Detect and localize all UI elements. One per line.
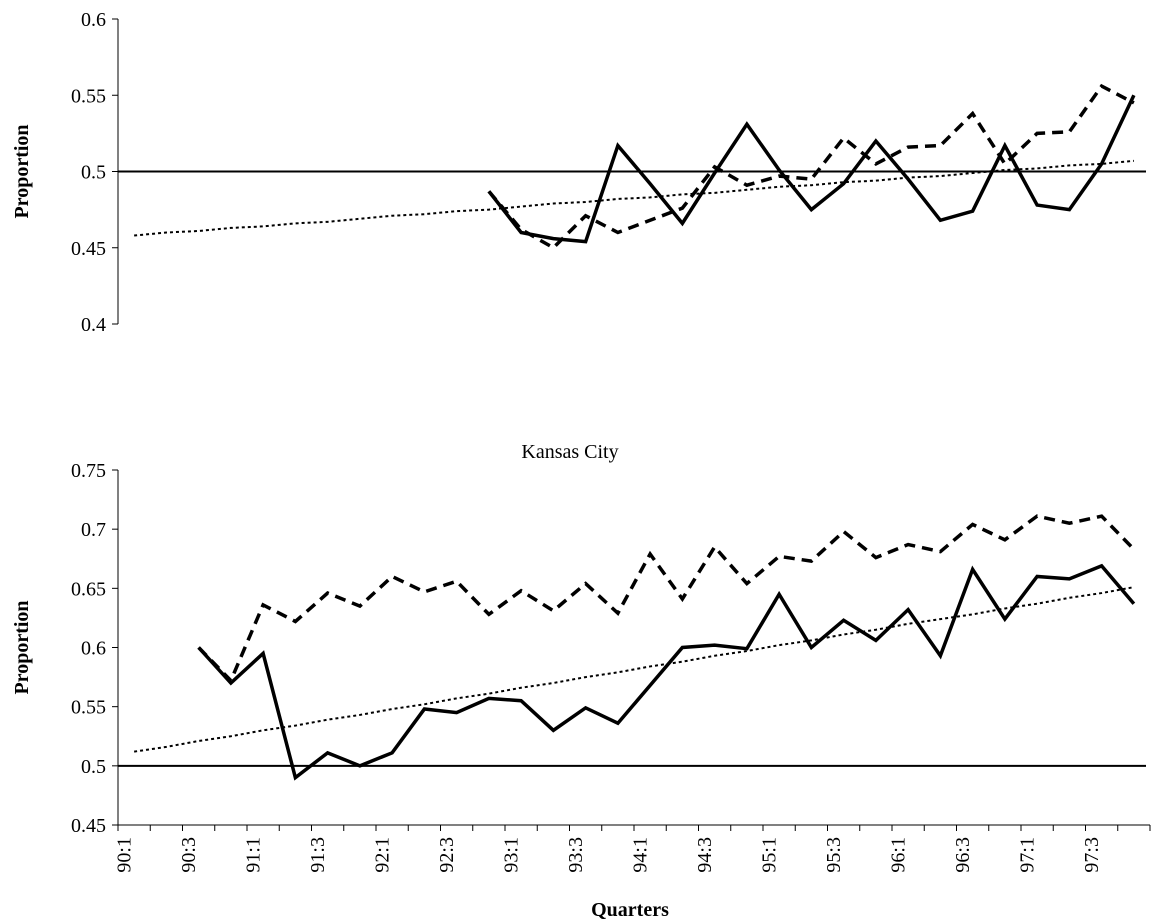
x-tick-label: 97:3 — [1081, 837, 1103, 873]
x-tick-label: 92:1 — [372, 837, 394, 873]
y-tick-label: 0.4 — [81, 314, 106, 336]
x-tick-label: 93:1 — [501, 837, 523, 873]
x-tick-label: 91:3 — [307, 837, 329, 873]
y-tick-label: 0.45 — [71, 815, 106, 837]
x-tick-label: 92:3 — [436, 837, 458, 873]
y-tick-label: 0.65 — [71, 578, 106, 600]
x-tick-label: 97:1 — [1017, 837, 1039, 873]
series-line — [197, 514, 1136, 684]
y-tick-label: 0.55 — [71, 85, 106, 107]
y-tick-label: 0.45 — [71, 238, 106, 260]
y-tick-label: 0.6 — [81, 638, 106, 660]
x-tick-label: 90:1 — [114, 837, 136, 873]
x-tick-label: 95:1 — [759, 837, 781, 873]
y-tick-label: 0.5 — [81, 756, 106, 778]
chart-title: Kansas City — [521, 441, 618, 463]
x-axis-label: Quarters — [591, 899, 669, 921]
series-line — [197, 563, 1136, 781]
y-axis-label: Proportion — [11, 600, 33, 694]
x-tick-label: 91:1 — [243, 837, 265, 873]
series-line — [134, 159, 1134, 237]
x-tick-label: 90:3 — [178, 837, 200, 873]
y-tick-label: 0.7 — [81, 519, 106, 541]
x-tick-label: 94:3 — [694, 837, 716, 873]
y-tick-label: 0.5 — [81, 162, 106, 184]
x-tick-label: 96:1 — [888, 837, 910, 873]
series-line — [487, 83, 1135, 250]
y-tick-label: 0.55 — [71, 697, 106, 719]
y-tick-label: 0.6 — [81, 9, 106, 31]
x-tick-label: 94:1 — [630, 837, 652, 873]
x-tick-label: 96:3 — [952, 837, 974, 873]
x-tick-label: 93:3 — [565, 837, 587, 873]
y-tick-label: 0.75 — [71, 460, 106, 482]
x-tick-label: 95:3 — [823, 837, 845, 873]
series-line — [487, 94, 1136, 244]
y-axis-label: Proportion — [11, 124, 33, 218]
series-line — [133, 586, 1135, 753]
